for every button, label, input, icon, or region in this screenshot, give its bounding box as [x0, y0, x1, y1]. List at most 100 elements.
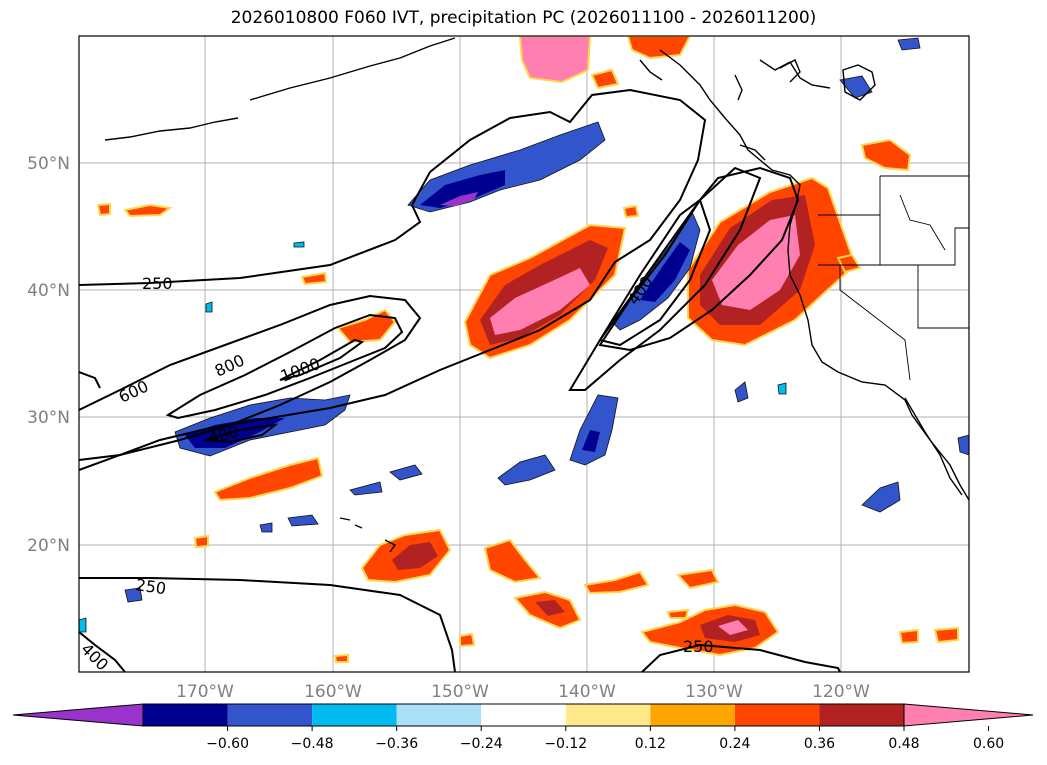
- anomaly-region: [293, 241, 305, 248]
- anomaly-region: [193, 534, 209, 549]
- ivt-contours: [79, 88, 841, 672]
- lat-label: 50°N: [27, 154, 70, 174]
- anomaly-region: [392, 542, 438, 570]
- map-plot-area: 250 600 800 1000 400 400 250 400 250: [77, 35, 970, 674]
- anomaly-region: [590, 68, 620, 90]
- anomaly-region: [675, 568, 720, 590]
- latitude-labels: 50°N 40°N 30°N 20°N: [27, 154, 70, 556]
- colorbar-extend-high: [903, 703, 1034, 727]
- anomaly-region: [79, 617, 87, 633]
- coastlines: [104, 37, 969, 553]
- anomaly-region: [666, 608, 690, 619]
- anomaly-region: [420, 170, 505, 208]
- anomaly-region: [483, 538, 542, 584]
- anomaly-region: [123, 203, 173, 218]
- lon-label: 120°W: [812, 682, 870, 702]
- anomaly-region: [898, 628, 919, 645]
- anomaly-region: [518, 36, 592, 84]
- colorbar-tick-label: −0.12: [544, 736, 587, 752]
- colorbar-tick-label: 0.60: [973, 736, 1004, 752]
- colorbar-swatch: [143, 704, 228, 726]
- anomaly-region: [640, 242, 690, 302]
- anomaly-region: [957, 434, 969, 456]
- ivt-contour: [79, 88, 707, 471]
- anomaly-region: [440, 192, 478, 206]
- anomaly-region: [718, 620, 748, 635]
- anomaly-region: [300, 271, 328, 286]
- ivt-contour: [598, 198, 712, 347]
- colorbar-tick-label: −0.36: [375, 736, 418, 752]
- lon-label: 160°W: [304, 682, 362, 702]
- anomaly-region: [497, 454, 556, 486]
- lon-label: 170°W: [176, 682, 234, 702]
- anomaly-region: [836, 253, 862, 274]
- colorbar-tick-label: 0.24: [719, 736, 750, 752]
- ivt-contour: [204, 423, 279, 444]
- lon-label: 130°W: [685, 682, 743, 702]
- colorbar-outline: [142, 703, 905, 727]
- colorbar-swatch: [819, 704, 904, 726]
- colorbar-tick-label: −0.24: [460, 736, 503, 752]
- contour-label: 250: [134, 575, 167, 598]
- anomaly-region: [124, 587, 143, 603]
- ivt-contour: [79, 371, 101, 389]
- anomaly-region: [535, 600, 565, 616]
- colorbar-tick-label: 0.48: [888, 736, 919, 752]
- lon-label: 150°W: [431, 682, 489, 702]
- anomaly-region: [582, 430, 600, 452]
- anomaly-region: [933, 626, 959, 644]
- anomaly-region: [897, 37, 921, 51]
- ivt-contour: [79, 294, 422, 461]
- anomaly-region: [611, 211, 701, 331]
- colorbar-swatch: [650, 704, 735, 726]
- colorbar-tick-label: 0.12: [635, 736, 666, 752]
- colorbar-swatch: [481, 704, 566, 726]
- colorbar: −0.60 −0.48 −0.36 −0.24 −0.12 0.12 0.24 0.36 0.4…: [12, 703, 1034, 752]
- anomaly-region: [626, 36, 692, 60]
- ivt-contour: [79, 577, 456, 672]
- anomaly-region: [583, 570, 650, 595]
- contour-label: 250: [683, 637, 714, 656]
- state-borders: [818, 175, 969, 381]
- anomaly-region: [839, 75, 873, 99]
- lon-label: 140°W: [558, 682, 616, 702]
- anomaly-region: [777, 382, 787, 395]
- ivt-contour: [598, 166, 800, 352]
- colorbar-tick-label: −0.48: [291, 736, 334, 752]
- ivt-contour: [165, 313, 404, 420]
- ivt-contour: [568, 166, 762, 391]
- anomaly-region: [389, 464, 423, 481]
- colorbar-swatch: [396, 704, 482, 726]
- colorbar-tick-label: −0.60: [206, 736, 249, 752]
- colorbar-swatch: [734, 704, 820, 726]
- anomaly-region: [712, 215, 800, 310]
- anomaly-region: [860, 138, 912, 172]
- anomaly-region: [569, 394, 619, 466]
- ivt-contour: [279, 338, 365, 381]
- anomaly-region: [213, 456, 324, 502]
- colorbar-swatch: [227, 704, 313, 726]
- anomaly-region: [259, 522, 273, 533]
- colorbar-extend-low: [12, 703, 144, 727]
- anomaly-region: [287, 514, 319, 527]
- anomaly-region: [734, 381, 749, 403]
- lat-label: 30°N: [27, 408, 70, 428]
- colorbar-swatch: [312, 704, 397, 726]
- ivt-contour: [641, 643, 841, 672]
- ivt-contour: [79, 631, 126, 672]
- map-title: 2026010800 F060 IVT, precipitation PC (2…: [230, 8, 817, 28]
- contour-label: 250: [142, 274, 173, 293]
- anomaly-region: [622, 204, 640, 219]
- map-frame: [78, 35, 970, 673]
- anomaly-region: [349, 481, 383, 496]
- colorbar-tick-label: 0.36: [804, 736, 835, 752]
- anomaly-region: [490, 268, 590, 335]
- lat-label: 20°N: [27, 536, 70, 556]
- anomaly-region: [205, 301, 213, 313]
- lat-label: 40°N: [27, 281, 70, 301]
- anomaly-region: [459, 632, 476, 648]
- anomaly-region: [333, 653, 349, 663]
- colorbar-swatch: [565, 704, 651, 726]
- longitude-labels: 170°W 160°W 150°W 140°W 130°W 120°W: [176, 682, 870, 702]
